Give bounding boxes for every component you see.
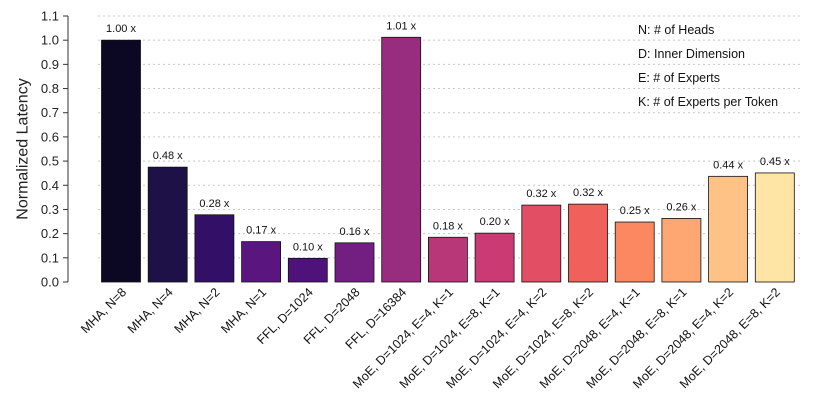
bar [287,257,328,283]
bar-value-label: 0.32 x [526,188,556,200]
bar-value-label: 0.18 x [433,220,463,232]
x-tick-label: MHA, N=4 [125,285,176,336]
bars [101,36,795,283]
bar-value-label: 0.48 x [153,150,183,162]
bar-value-label: 0.25 x [620,205,650,217]
data-labels: 1.00 x 0.48 x 0.28 x 0.17 x 0.10 x 0.16 x 1.01… [106,20,790,253]
bar [381,36,422,283]
y-tick-label: 0.7 [41,105,59,120]
bar-value-label: 0.26 x [666,201,696,213]
bar [474,232,515,283]
bar [101,39,141,283]
bar-value-label: 0.10 x [293,241,323,253]
y-tick-label: 0.4 [41,178,59,193]
bar [568,203,608,283]
bar-value-label: 0.16 x [340,226,370,238]
y-tick-label: 0.8 [41,81,59,96]
y-axis-label: Normalized Latency [15,78,32,219]
y-tick-label: 1.0 [41,33,59,48]
bar [521,204,562,283]
y-tick-label: 0.0 [41,275,59,290]
legend-entry: K: # of Experts per Token [638,95,778,109]
bar-value-label: 0.17 x [246,225,276,237]
legend: N: # of Heads D: Inner Dimension E: # of E… [638,23,778,109]
x-tick-label: MHA, N=2 [172,285,223,336]
bar-value-label: 0.28 x [199,198,229,210]
bar [147,166,188,283]
bar-value-label: 0.20 x [480,216,510,228]
y-tick-label: 0.6 [41,129,59,144]
bar [708,175,748,283]
y-tick-label: 0.3 [41,202,59,217]
bar [334,242,375,283]
bar-value-label: 0.44 x [713,159,743,171]
bar [661,218,702,283]
y-tick-label: 0.9 [41,57,59,72]
y-tick-label: 0.1 [41,250,59,265]
bar [614,221,655,283]
bar [194,214,235,283]
bar [241,241,282,283]
bar [754,172,795,283]
x-tick-label: MHA, N=8 [78,285,129,336]
y-tick-label: 0.5 [41,154,59,169]
bar-value-label: 1.00 x [106,23,136,35]
y-tick-label: 0.2 [41,226,59,241]
legend-entry: D: Inner Dimension [638,47,745,61]
bar-value-label: 0.32 x [573,187,603,199]
bar-value-label: 1.01 x [386,20,416,32]
y-tick-label: 1.1 [41,9,59,24]
bar-value-label: 0.45 x [760,156,790,168]
bar [427,236,468,283]
legend-entry: E: # of Experts [638,71,720,85]
y-axis: 0.0 0.1 0.2 0.3 0.4 0.5 0.6 0.7 0.8 0.9 1.0 1.1 [41,9,69,290]
legend-entry: N: # of Heads [638,23,714,37]
